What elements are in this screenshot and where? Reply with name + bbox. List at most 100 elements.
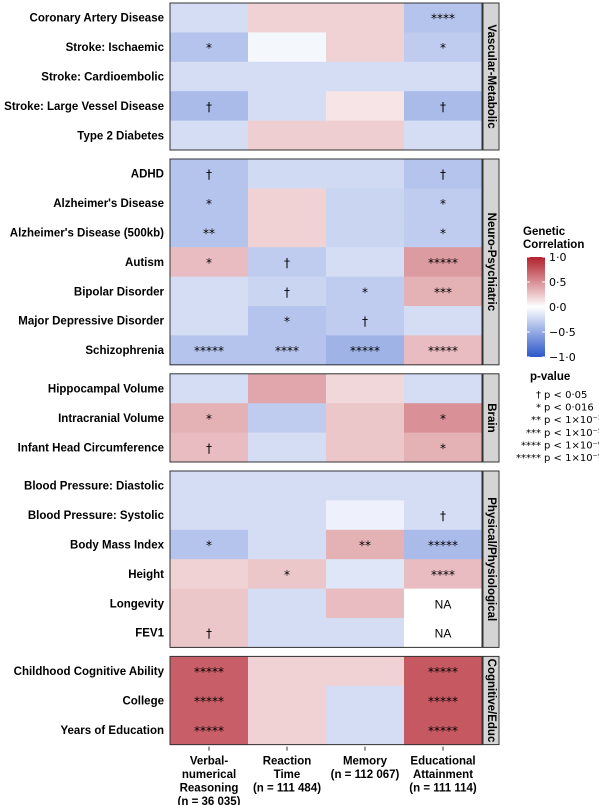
heatmap-cell <box>404 120 483 151</box>
significance-marker: * <box>440 441 446 455</box>
heatmap-cell <box>404 335 483 366</box>
heatmap-cell <box>326 559 405 590</box>
heatmap-cell <box>170 529 249 560</box>
row-label: Bipolar Disorder <box>74 286 165 298</box>
heatmap-cell <box>326 91 405 122</box>
heatmap-cell <box>404 656 483 687</box>
row-label: Autism <box>125 257 164 269</box>
row-label: Body Mass Index <box>70 540 165 552</box>
legend-tick-label: −0·5 <box>549 326 576 339</box>
column-label: Memory <box>343 756 388 768</box>
pvalue-threshold: p < 0·016 <box>544 403 594 414</box>
heatmap-cell <box>248 120 327 151</box>
heatmap-cell <box>326 306 405 336</box>
heatmap-cell <box>404 159 483 189</box>
heatmap-cell <box>326 715 405 746</box>
heatmap-cell <box>326 217 405 248</box>
heatmap-cell <box>326 588 405 619</box>
legend-tick-label: −1·0 <box>549 351 576 364</box>
heatmap-cell <box>404 403 483 434</box>
row-label: Blood Pressure: Systolic <box>28 510 165 522</box>
row-label: Hippocampal Volume <box>48 384 164 396</box>
facet-label: Neuro-Psychiatric <box>485 213 497 312</box>
heatmap-cell <box>326 276 405 307</box>
heatmap-cell <box>170 217 249 248</box>
significance-marker: † <box>206 168 212 182</box>
heatmap-cell <box>170 91 249 122</box>
row-label: Alzheimer's Disease (500kb) <box>10 228 164 240</box>
pvalue-threshold: p < 1×10⁻⁵ <box>544 428 599 439</box>
facet-label: Brain <box>485 403 497 432</box>
column-label: numerical <box>182 769 236 781</box>
pvalue-legend-title: p-value <box>530 371 570 383</box>
heatmap-cell <box>404 3 483 33</box>
significance-marker: ***** <box>428 539 458 553</box>
heatmap-cell <box>404 432 483 463</box>
column-label: (n = 111 114) <box>409 783 477 795</box>
significance-marker: ** <box>203 227 215 241</box>
heatmap-cell <box>170 32 249 63</box>
significance-marker: † <box>206 100 212 114</box>
column-label: (n = 112 067) <box>331 769 400 781</box>
heatmap-cell <box>248 159 327 189</box>
heatmap-cell <box>170 276 249 307</box>
row-label: Schizophrenia <box>85 345 164 357</box>
pvalue-symbol: ***** <box>516 453 541 464</box>
heatmap-cell <box>326 373 405 404</box>
row-label: Height <box>128 569 164 581</box>
significance-marker: ***** <box>428 724 458 738</box>
significance-marker: * <box>206 197 212 211</box>
heatmap-cell <box>248 432 327 463</box>
column-label: (n = 111 484) <box>253 783 321 795</box>
significance-marker: * <box>206 539 212 553</box>
significance-marker: † <box>362 315 368 329</box>
heatmap-cell <box>248 247 327 278</box>
heatmap-cell <box>326 685 405 716</box>
significance-marker: † <box>440 509 446 523</box>
pvalue-threshold: p < 1×10⁻³ <box>544 415 599 426</box>
facet-strip <box>482 470 500 648</box>
significance-marker: ***** <box>194 724 224 738</box>
significance-marker: * <box>284 568 290 582</box>
heatmap-cell <box>170 432 249 463</box>
row-label: Coronary Artery Disease <box>30 13 164 25</box>
heatmap-cell <box>404 91 483 122</box>
heatmap-cell <box>404 500 483 531</box>
legend-tick-label: 0·0 <box>549 301 567 314</box>
heatmap-cell <box>170 656 249 687</box>
heatmap-cell <box>326 471 405 501</box>
column-label: Reasoning <box>180 783 239 795</box>
pvalue-symbol: *** <box>526 428 541 439</box>
heatmap-cell <box>404 618 483 648</box>
significance-marker: † <box>284 285 290 299</box>
facet-strip <box>482 158 500 366</box>
row-label: Childhood Cognitive Ability <box>14 666 165 678</box>
heatmap-cell <box>248 217 327 248</box>
significance-marker: **** <box>275 344 299 358</box>
facet-strip <box>482 2 500 151</box>
heatmap-cell <box>326 3 405 33</box>
significance-marker: † <box>440 100 446 114</box>
row-label: Blood Pressure: Diastolic <box>24 481 165 493</box>
heatmap-cell <box>248 335 327 366</box>
pvalue-symbol: ** <box>531 415 541 426</box>
legend-colorbar <box>527 257 545 357</box>
heatmap-cell <box>170 403 249 434</box>
row-label: Years of Education <box>60 725 164 737</box>
heatmap-cell <box>404 247 483 278</box>
row-label: Stroke: Large Vessel Disease <box>4 101 164 113</box>
heatmap-cell <box>248 403 327 434</box>
heatmap-cell <box>170 588 249 619</box>
heatmap-cell <box>326 159 405 189</box>
column-label: Attainment <box>413 769 473 781</box>
heatmap-cell <box>248 618 327 648</box>
significance-marker: * <box>440 227 446 241</box>
heatmap-cell <box>404 685 483 716</box>
row-label: Stroke: Ischaemic <box>66 42 165 54</box>
heatmap-cell <box>248 559 327 590</box>
column-label: Reaction <box>263 756 312 768</box>
heatmap-cell <box>248 588 327 619</box>
heatmap-cell <box>404 61 483 92</box>
heatmap-cell <box>404 373 483 404</box>
panel-border <box>169 373 483 463</box>
